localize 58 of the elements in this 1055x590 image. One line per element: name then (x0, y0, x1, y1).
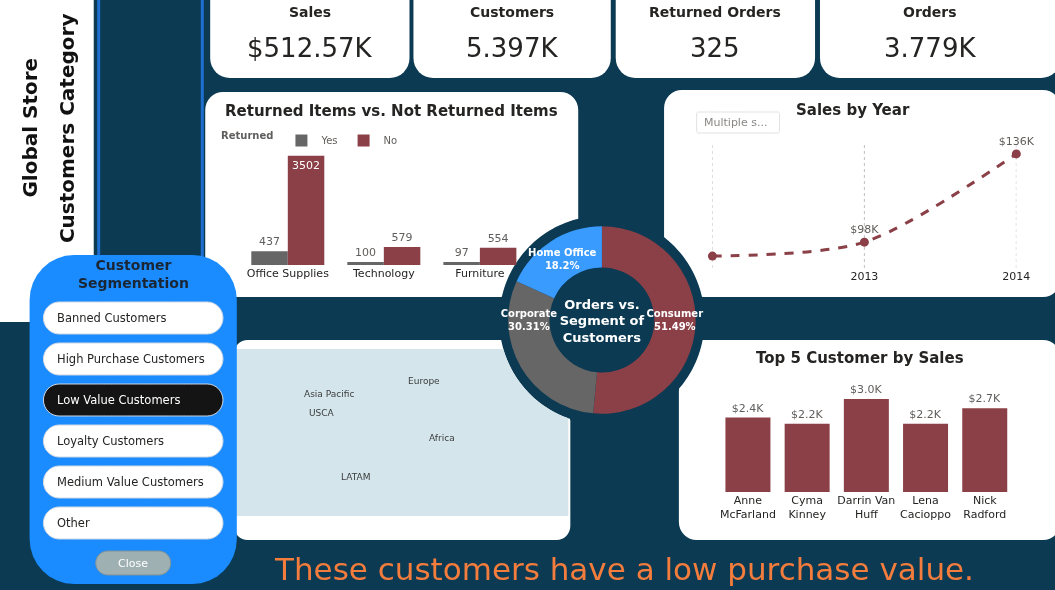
x-tick-label: Furniture (455, 267, 505, 280)
category-label: Orders (903, 4, 957, 20)
text: Global Store (17, 57, 42, 198)
data-label: $2.4K (731, 401, 765, 415)
category-label: High Purchase Customers (57, 352, 205, 366)
x-tick-label: Office Supplies (246, 267, 330, 280)
category-label: Europe (408, 376, 441, 386)
data-label: $2.2K (909, 407, 942, 421)
text: Customers Category (55, 13, 80, 244)
x-tick-label: 2014 (1002, 270, 1031, 283)
x-tick-label: Technology (352, 267, 416, 280)
data-label: $136K (998, 134, 1035, 148)
text: These customers have a low purchase value. (274, 551, 974, 587)
data-label: 579 (391, 230, 413, 244)
x-tick-label: Darrin Van Huff (837, 494, 896, 522)
category-label: Customers (470, 4, 555, 20)
legend-label: No (383, 135, 398, 147)
category-label: Medium Value Customers (57, 475, 204, 489)
data-label: 18.2% (544, 259, 580, 271)
legend-title: Returned (221, 130, 274, 141)
x-tick-label: Lena Cacioppo (900, 494, 952, 522)
category-label: USCA (309, 408, 335, 418)
category-label: LATAM (341, 472, 371, 482)
x-tick-label: Anne McFarland (720, 494, 776, 522)
data-label: 100 (355, 245, 377, 259)
text: Customer Segmentation (78, 257, 189, 292)
data-label: 554 (487, 231, 509, 245)
category-label: Sales (289, 4, 332, 20)
text: $512.57K (247, 33, 372, 63)
data-label: $98K (850, 222, 880, 236)
text: 3.779K (884, 33, 976, 63)
x-tick-label: Nick Radford (963, 494, 1007, 522)
category-label: Asia Pacific (304, 389, 355, 399)
legend-label: Yes (320, 135, 338, 147)
chart-title: Top 5 Customer by Sales (756, 349, 964, 367)
x-tick-label: 2013 (850, 270, 879, 283)
text: Orders vs. Segment of Customers (559, 296, 645, 346)
data-label: 30.31% (508, 321, 550, 332)
text: Multiple s... (704, 116, 768, 129)
data-label: 437 (259, 235, 281, 249)
category-label: Other (57, 516, 90, 530)
chart-title: Sales by Year (796, 101, 910, 119)
category-label: Low Value Customers (57, 393, 181, 407)
text: 325 (690, 33, 740, 63)
category-label: Returned Orders (649, 4, 781, 20)
text: Close (118, 557, 149, 570)
chart-title: Returned Items vs. Not Returned Items (225, 102, 558, 120)
data-label: $3.0K (850, 382, 883, 396)
data-label: 3502 (292, 158, 321, 172)
category-label: Banned Customers (57, 311, 167, 325)
data-label: $2.7K (968, 392, 1001, 406)
category-label: Loyalty Customers (57, 434, 165, 448)
category-label: Africa (429, 433, 455, 443)
x-tick-label: Cyma Kinney (788, 494, 827, 522)
data-label: 97 (454, 245, 469, 259)
data-label: $2.2K (790, 407, 824, 421)
text: 5.397K (466, 33, 558, 63)
data-label: 51.49% (653, 321, 696, 332)
